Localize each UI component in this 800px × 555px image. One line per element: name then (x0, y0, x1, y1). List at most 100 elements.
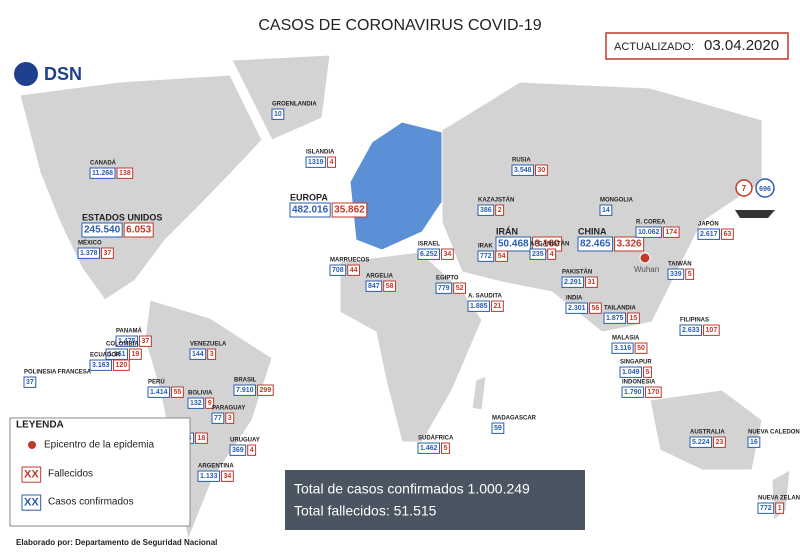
confirmed-count: 386 (480, 207, 492, 214)
country-name: NUEVA ZELANDA (758, 496, 800, 502)
confirmed-count-box (511, 164, 535, 176)
confirmed-count: 144 (192, 351, 204, 358)
death-count-box (113, 359, 130, 371)
death-count-box (662, 226, 680, 238)
confirmed-count: 1.475 (118, 338, 136, 345)
death-count: 6.053 (126, 225, 151, 236)
confirmed-count-box (147, 386, 171, 398)
death-count-box (627, 312, 640, 324)
death-count-box (721, 228, 734, 240)
confirmed-count-box (435, 282, 453, 294)
death-count: 35.862 (334, 205, 365, 216)
death-count-box (775, 502, 785, 514)
legend-confirmed: Casos confirmados (48, 497, 134, 508)
confirmed-count-box (667, 268, 685, 280)
legend-epicenter: Epicentro de la epidemia (44, 440, 155, 451)
death-count: 9 (208, 400, 212, 407)
death-count-box (453, 282, 466, 294)
confirmed-count: 339 (670, 271, 682, 278)
confirmed-count-box (417, 248, 441, 260)
country-name: ARGELIA (366, 274, 394, 280)
death-count-box (195, 432, 208, 444)
confirmed-count: 7.910 (236, 387, 254, 394)
country-name: MONGOLIA (600, 198, 634, 204)
death-count-box (139, 335, 152, 347)
europe (349, 121, 443, 251)
country-name: BOLIVIA (188, 391, 213, 397)
country-name: SUDÁFRICA (418, 435, 454, 442)
death-count: 5 (646, 369, 650, 376)
country-name: INDIA (566, 296, 583, 302)
country-name: POLINESIA FRANCESA (24, 370, 92, 376)
south-america (144, 299, 273, 542)
legend-deaths-sample-box (21, 466, 42, 483)
updated-label: ACTUALIZADO: (614, 41, 694, 53)
country-name: IRAK (478, 244, 493, 250)
country-name: AUSTRALIA (690, 430, 725, 436)
death-count: 3 (228, 415, 232, 422)
death-count: 3.326 (617, 239, 642, 250)
confirmed-count-box (229, 444, 247, 456)
confirmed-count: 3.548 (514, 167, 532, 174)
death-count: 34 (444, 251, 452, 258)
death-count: 23 (716, 439, 724, 446)
confirmed-count: 16 (750, 439, 758, 446)
confirmed-count: 11.268 (92, 170, 113, 177)
confirmed-count: 1.049 (622, 369, 640, 376)
confirmed-count-box (611, 342, 634, 354)
country-name: TAILANDIA (604, 306, 637, 312)
death-count: 170 (648, 389, 660, 396)
confirmed-count-box (289, 202, 331, 218)
confirmed-count: 1.133 (200, 473, 218, 480)
death-count-box (441, 442, 450, 454)
death-count: 18 (198, 435, 206, 442)
country-name: IRÁN (496, 226, 518, 236)
confirmed-count-box (81, 222, 123, 238)
confirmed-count: 10.062 (638, 229, 660, 236)
confirmed-count-box (89, 167, 116, 179)
country-name: COLOMBIA (106, 342, 139, 348)
confirmed-count-box (495, 236, 532, 252)
death-count-box (247, 444, 257, 456)
death-count-box (257, 384, 274, 396)
confirmed-count: 1.414 (150, 389, 168, 396)
country-name: PARAGUAY (212, 406, 245, 412)
country-name: CHINA (578, 226, 607, 236)
death-count: 4 (330, 159, 334, 166)
death-count: 174 (665, 229, 677, 236)
epicenter-dot (639, 252, 651, 264)
confirmed-count: 2.291 (564, 279, 582, 286)
confirmed-count: 369 (232, 447, 244, 454)
confirmed-count-box (619, 366, 643, 378)
country-name: FILIPINAS (680, 318, 709, 324)
death-count: 299 (260, 387, 272, 394)
death-count: 1 (778, 505, 782, 512)
death-count: 3 (210, 351, 214, 358)
country-name: PAKISTÁN (562, 269, 592, 276)
logo: DSN (44, 64, 82, 84)
death-count: 31 (588, 279, 596, 286)
country-name: ISRAEL (418, 242, 440, 248)
death-count-box (713, 436, 726, 448)
country-name: JAPÓN (698, 220, 719, 228)
country-name: INDONESIA (622, 380, 656, 386)
confirmed-count: 2.301 (568, 305, 586, 312)
country-name: BRASIL (234, 378, 257, 384)
confirmed-count: 772 (760, 505, 772, 512)
country-name: MADAGASCAR (492, 416, 537, 422)
confirmed-count-box (697, 228, 721, 240)
confirmed-count-box (417, 442, 441, 454)
death-count: 30 (538, 167, 546, 174)
cruise-deaths-ring (735, 179, 753, 197)
australia (649, 389, 763, 471)
confirmed-count-box (77, 247, 101, 259)
country-name: ESTADOS UNIDOS (82, 212, 162, 222)
death-count-box (495, 250, 508, 262)
confirmed-count-box (105, 348, 129, 360)
country-name: SINGAPUR (620, 360, 652, 366)
death-count-box (116, 167, 134, 179)
updated-box (605, 32, 789, 60)
confirmed-count: 1.875 (606, 315, 624, 322)
